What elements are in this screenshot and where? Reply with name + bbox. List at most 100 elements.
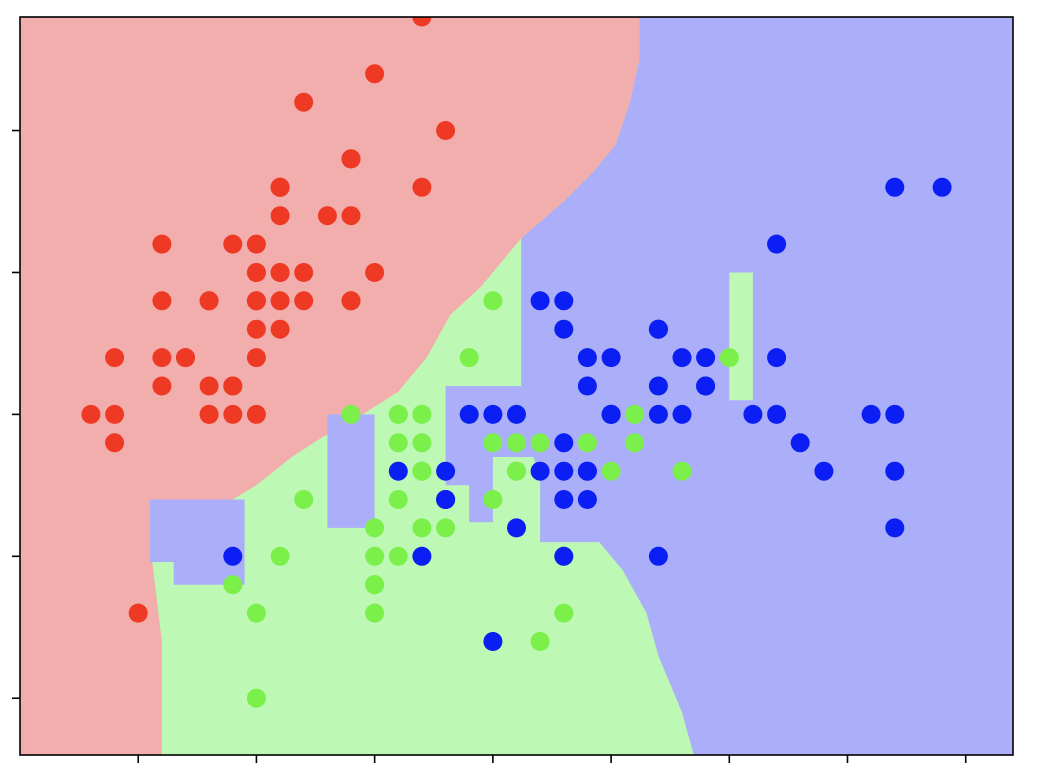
data-point-class-0: [246, 234, 266, 254]
data-point-class-2: [696, 376, 716, 396]
data-point-class-0: [412, 17, 432, 27]
data-point-class-1: [388, 490, 408, 509]
decision-region-class-2: [521, 17, 1013, 755]
data-point-class-1: [388, 546, 408, 566]
data-point-class-2: [672, 404, 692, 424]
data-point-class-1: [625, 433, 645, 453]
data-point-class-0: [365, 64, 385, 84]
data-point-class-1: [365, 603, 385, 623]
data-point-class-0: [152, 376, 172, 396]
data-point-class-0: [246, 291, 266, 311]
data-point-class-0: [223, 404, 243, 424]
data-point-class-2: [554, 490, 574, 509]
data-point-class-2: [790, 433, 810, 453]
data-point-class-0: [152, 234, 172, 254]
data-point-class-0: [436, 121, 456, 140]
data-point-class-0: [412, 177, 432, 197]
data-point-class-1: [412, 404, 432, 424]
data-point-class-2: [648, 404, 668, 424]
data-point-class-2: [648, 319, 668, 339]
data-point-class-1: [223, 575, 243, 595]
data-point-class-0: [152, 348, 172, 368]
data-point-class-0: [246, 263, 266, 282]
data-point-class-1: [388, 404, 408, 424]
data-point-class-2: [436, 461, 456, 481]
data-point-class-0: [128, 603, 148, 623]
data-point-class-2: [507, 518, 526, 538]
data-point-class-0: [270, 206, 290, 226]
data-point-class-2: [223, 546, 243, 566]
data-point-class-2: [554, 291, 574, 311]
data-point-class-0: [81, 404, 101, 424]
data-point-class-2: [672, 348, 692, 368]
data-point-class-2: [885, 177, 905, 197]
data-point-class-0: [294, 263, 314, 282]
data-point-class-0: [317, 206, 337, 226]
decision-region-class-0: [20, 17, 640, 755]
data-point-class-0: [270, 177, 290, 197]
data-point-class-2: [601, 404, 621, 424]
data-point-class-2: [388, 461, 408, 481]
data-point-class-1: [483, 291, 503, 311]
data-point-class-2: [743, 404, 763, 424]
data-point-class-1: [530, 433, 550, 453]
data-point-class-1: [436, 518, 456, 538]
data-point-class-1: [412, 461, 432, 481]
data-point-class-1: [246, 688, 266, 708]
data-point-class-2: [507, 404, 526, 424]
data-point-class-2: [814, 461, 834, 481]
data-point-class-1: [507, 461, 526, 481]
data-point-class-2: [530, 291, 550, 311]
data-point-class-2: [885, 518, 905, 538]
data-point-class-1: [577, 433, 597, 453]
data-point-class-1: [672, 461, 692, 481]
data-point-class-0: [246, 348, 266, 368]
data-point-class-1: [719, 348, 739, 368]
data-point-class-0: [341, 291, 361, 311]
data-point-class-0: [294, 291, 314, 311]
data-point-class-0: [176, 348, 195, 368]
data-point-class-2: [696, 348, 716, 368]
data-point-class-0: [341, 206, 361, 226]
data-point-class-1: [601, 461, 621, 481]
data-point-class-2: [483, 404, 503, 424]
data-point-class-1: [530, 632, 550, 651]
data-point-class-1: [365, 546, 385, 566]
data-point-class-2: [648, 376, 668, 396]
data-point-class-2: [436, 490, 456, 509]
data-point-class-1: [388, 433, 408, 453]
decision-region-class-2: [150, 499, 245, 585]
data-point-class-0: [152, 291, 172, 311]
data-point-class-2: [412, 546, 432, 566]
data-point-class-0: [199, 291, 219, 311]
data-point-class-1: [246, 603, 266, 623]
data-point-class-2: [577, 461, 597, 481]
data-point-class-1: [483, 490, 503, 509]
data-point-class-0: [246, 319, 266, 339]
data-point-class-1: [365, 575, 385, 595]
data-point-class-2: [861, 404, 881, 424]
data-point-class-1: [507, 433, 526, 453]
data-point-class-0: [294, 92, 314, 112]
data-point-class-1: [554, 603, 574, 623]
data-point-class-2: [554, 546, 574, 566]
axes: [12, 16, 1014, 763]
data-point-class-0: [105, 404, 125, 424]
data-point-class-1: [625, 404, 645, 424]
data-point-class-1: [341, 404, 361, 424]
data-points: [81, 17, 952, 708]
plot-frame: [19, 16, 1014, 756]
data-point-class-0: [365, 263, 385, 282]
data-point-class-2: [554, 461, 574, 481]
decision-regions: [20, 17, 1013, 755]
data-point-class-1: [412, 433, 432, 453]
data-point-class-0: [341, 149, 361, 169]
data-point-class-2: [885, 404, 905, 424]
data-point-class-2: [483, 632, 503, 651]
decision-region-class-1: [729, 272, 753, 401]
data-point-class-2: [767, 348, 787, 368]
data-point-class-1: [365, 518, 385, 538]
decision-region-class-2: [327, 414, 375, 528]
data-point-class-2: [530, 461, 550, 481]
